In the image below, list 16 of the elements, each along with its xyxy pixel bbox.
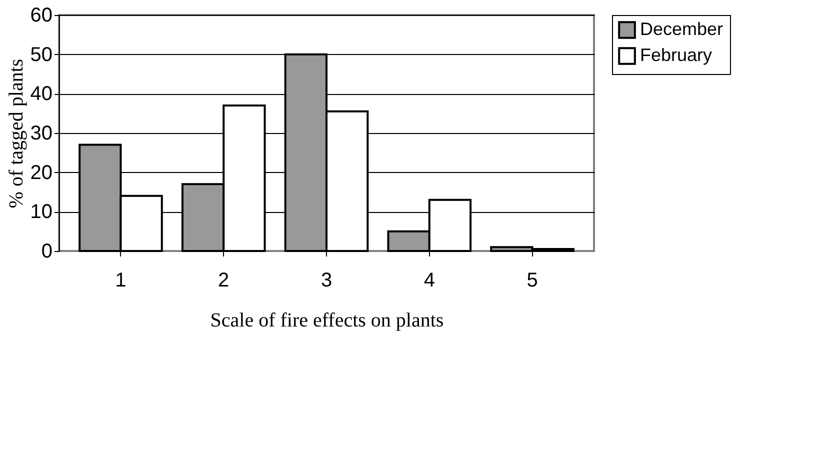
x-axis-title: Scale of fire effects on plants xyxy=(210,310,444,332)
y-tick-label: 60 xyxy=(30,4,52,26)
y-tick-label: 10 xyxy=(30,201,52,224)
x-tick-label: 1 xyxy=(115,270,126,292)
x-tick-label: 5 xyxy=(526,270,538,292)
x-tick-label: 4 xyxy=(424,270,435,292)
x-tick-label: 3 xyxy=(320,270,332,292)
y-tick-label: 20 xyxy=(30,162,52,184)
y-tick-label: 30 xyxy=(30,122,52,144)
x-tick-label: 2 xyxy=(218,270,230,292)
legend-label: December xyxy=(640,19,724,39)
legend-label: February xyxy=(640,45,712,65)
y-axis-title: % of tagged plants xyxy=(5,58,28,208)
y-tick-label: 50 xyxy=(30,44,52,66)
y-tick-label: 0 xyxy=(41,240,52,262)
y-tick-label: 40 xyxy=(30,83,52,106)
